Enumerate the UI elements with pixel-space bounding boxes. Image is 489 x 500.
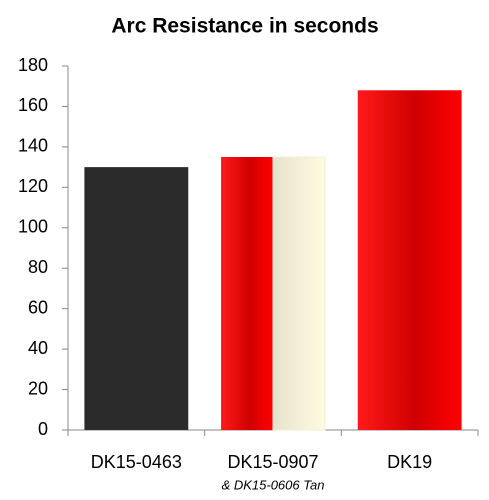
- y-tick-label: 100: [18, 217, 48, 237]
- x-tick-label: DK15-0463: [91, 452, 182, 472]
- annotation: & DK15-0606 Tan: [222, 477, 325, 492]
- y-tick-label: 120: [18, 176, 48, 196]
- y-tick-label: 80: [28, 257, 48, 277]
- chart-title: Arc Resistance in seconds: [111, 15, 378, 38]
- y-tick-label: 140: [18, 136, 48, 156]
- x-tick-label: DK15-0907: [227, 452, 318, 472]
- x-tick-label: DK19: [387, 452, 432, 472]
- y-tick-label: 20: [28, 378, 48, 398]
- bar-tan: [272, 156, 326, 431]
- bar: [84, 167, 189, 430]
- y-tick-label: 60: [28, 297, 48, 317]
- y-tick-label: 40: [28, 338, 48, 358]
- y-tick-label: 180: [18, 55, 48, 75]
- bar: [221, 157, 273, 430]
- y-tick-label: 160: [18, 95, 48, 115]
- y-tick-label: 0: [38, 419, 48, 439]
- bar: [357, 90, 462, 431]
